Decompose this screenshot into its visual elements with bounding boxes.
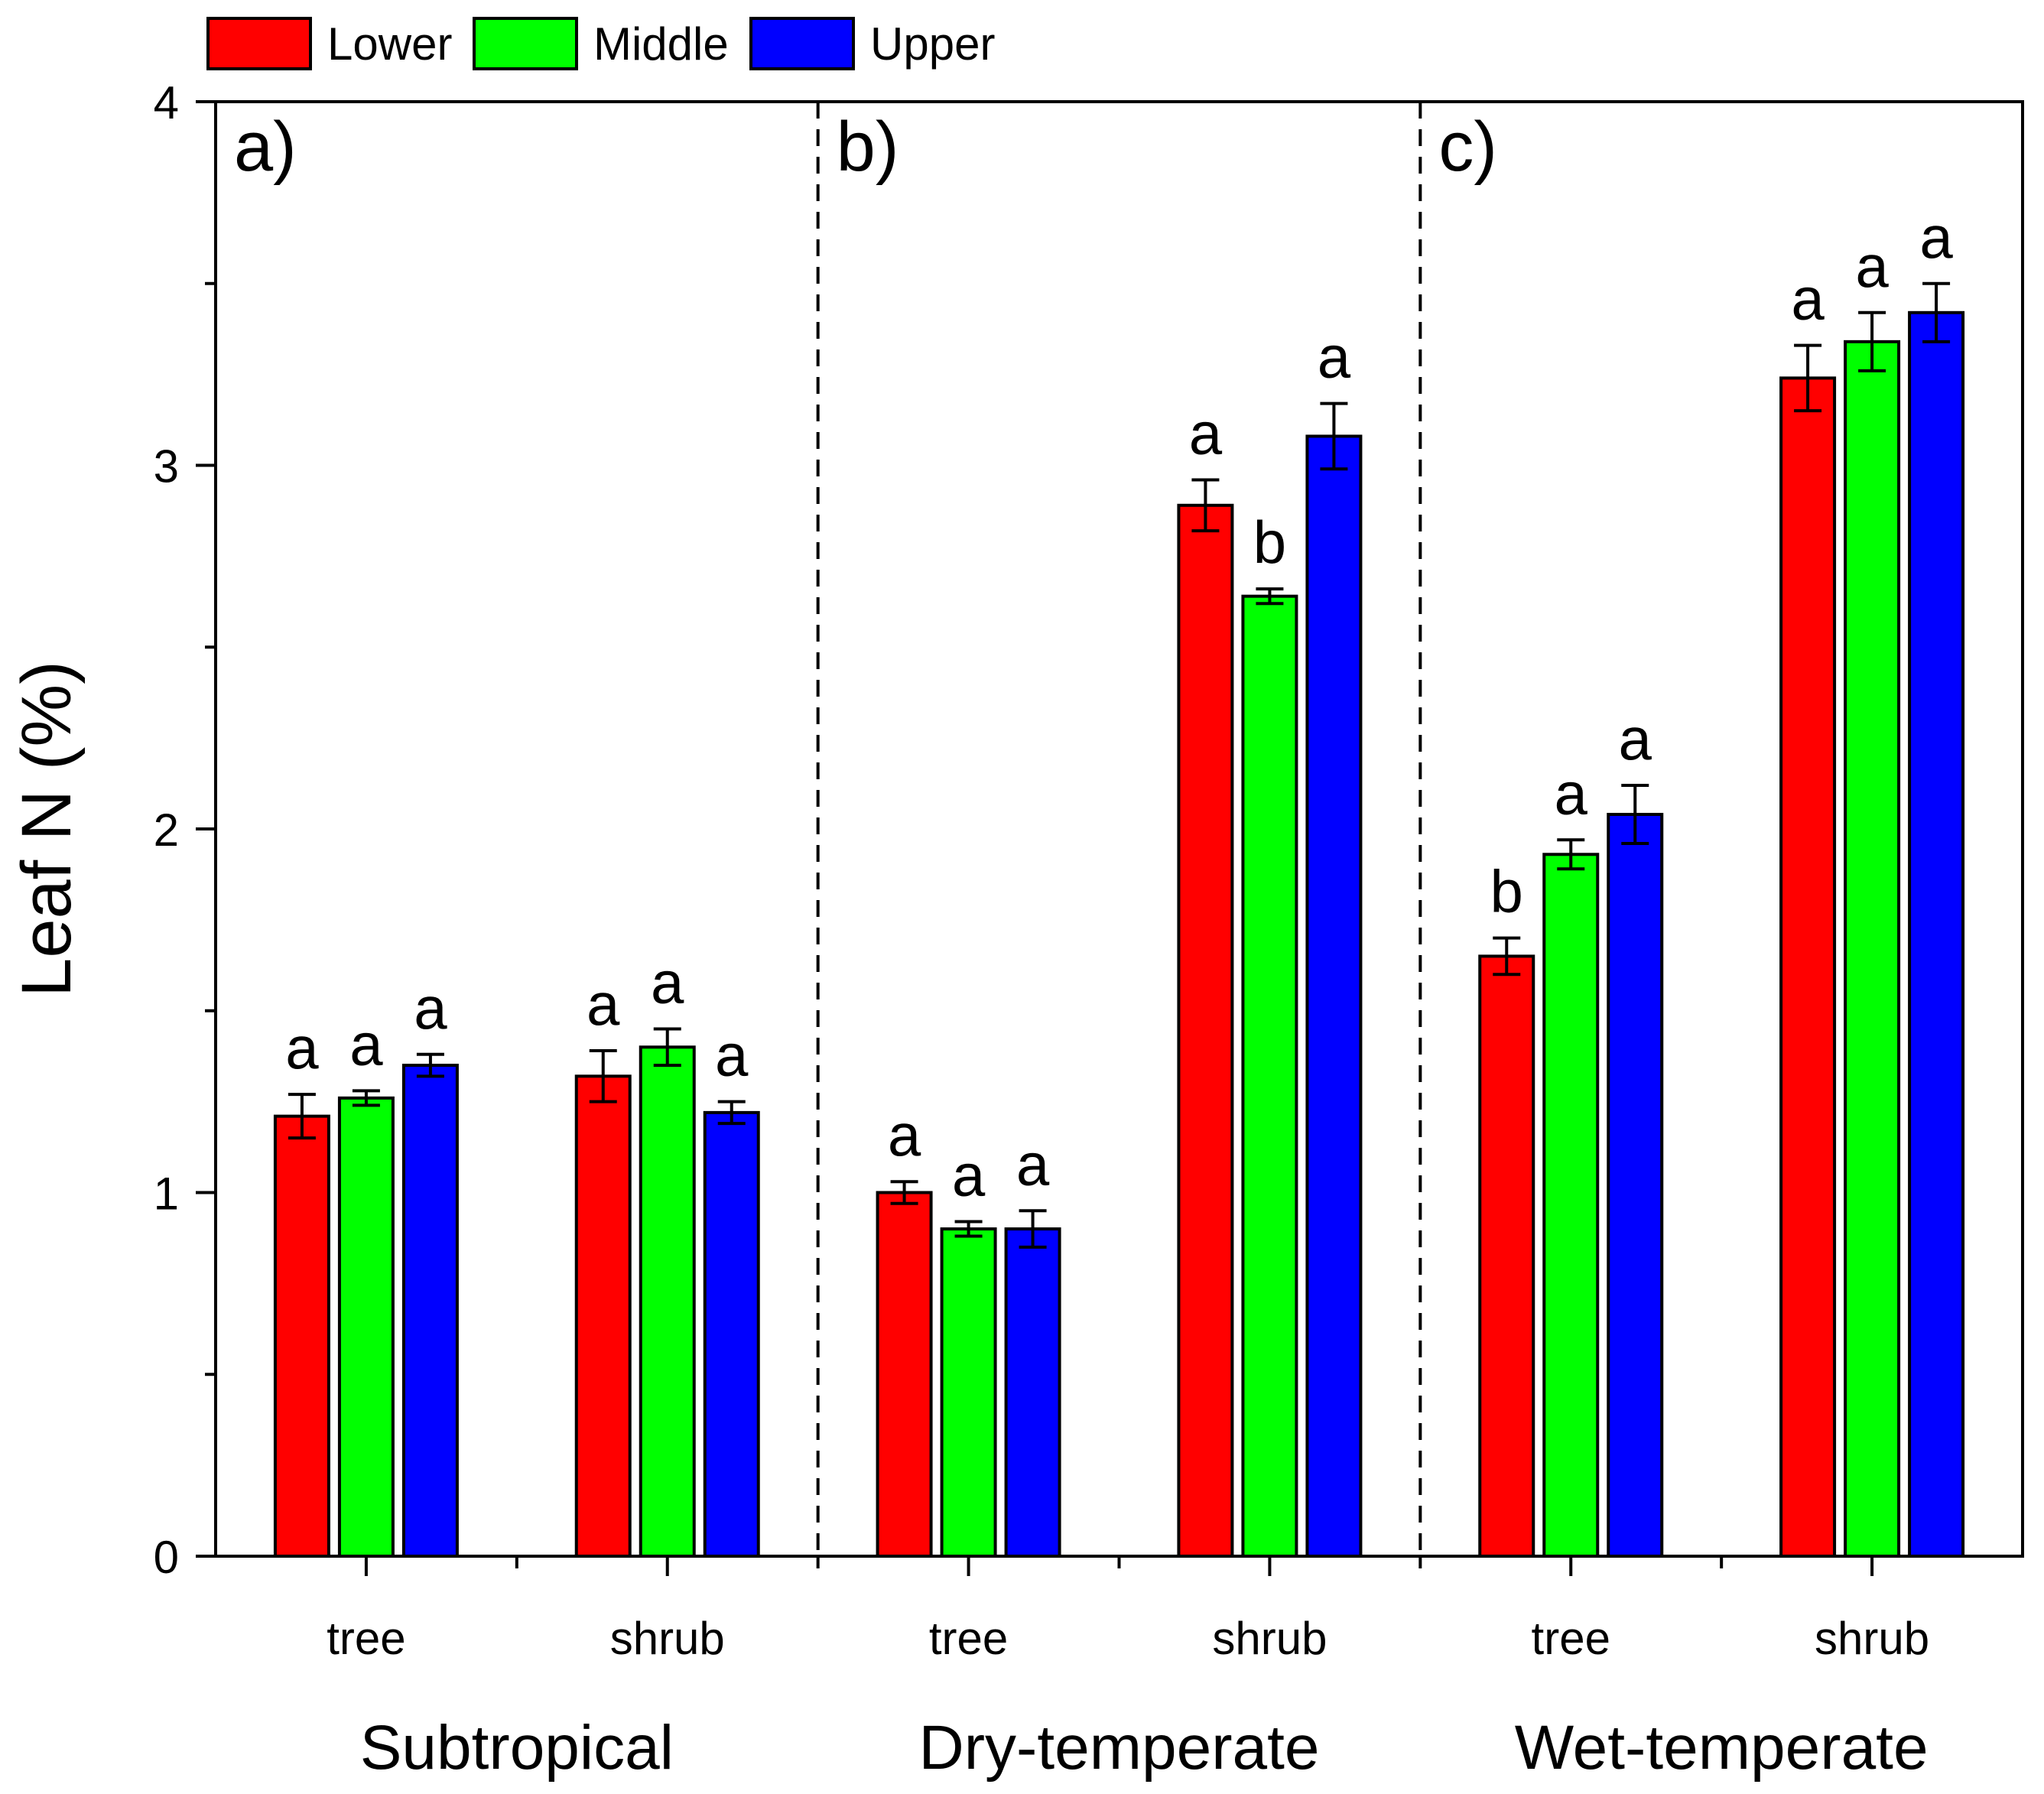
bar-lower (574, 1074, 632, 1558)
significance-letter: a (1016, 1130, 1050, 1198)
region-label: Wet-temperate (1515, 1713, 1929, 1783)
plot-frame-layer (196, 17, 2024, 1576)
bar-lower (1779, 376, 1837, 1558)
significance-letter: a (651, 949, 684, 1016)
significance-letter: a (1855, 232, 1889, 300)
panel-label: c) (1438, 108, 1497, 186)
legend-swatch-middle (473, 17, 578, 70)
bar-upper (703, 1110, 760, 1558)
x-category-label: shrub (1212, 1613, 1327, 1664)
y-tick-label: 3 (154, 441, 179, 492)
significance-letter: a (1791, 265, 1825, 333)
significance-letter: a (952, 1142, 986, 1209)
panel-label: b) (837, 108, 899, 186)
x-category-label: tree (929, 1613, 1008, 1664)
legend-label: Lower (327, 18, 452, 70)
bar-lower (1177, 503, 1234, 1558)
bar-lower (876, 1191, 933, 1558)
y-tick-label: 1 (154, 1168, 179, 1220)
significance-letter: a (1555, 759, 1588, 827)
significance-letter: a (1318, 323, 1351, 391)
significance-letter: a (414, 974, 447, 1042)
legend-swatch-upper (749, 17, 855, 70)
bar-upper (1305, 434, 1363, 1558)
x-category-label: shrub (1815, 1613, 1929, 1664)
significance-letter: a (888, 1101, 921, 1168)
bars-layer (273, 281, 1965, 1558)
significance-letter: a (715, 1022, 749, 1089)
y-axis-title: Leaf N (%) (8, 661, 86, 997)
bar-middle (940, 1227, 997, 1558)
bar-lower (1478, 954, 1535, 1558)
significance-letter: a (587, 970, 620, 1038)
x-category-label: tree (327, 1613, 405, 1664)
legend-label: Middle (593, 18, 729, 70)
bar-middle (1844, 340, 1901, 1558)
bar-upper (1607, 812, 1664, 1558)
region-label: Subtropical (360, 1713, 674, 1783)
significance-letter: b (1253, 509, 1286, 576)
region-label: Dry-temperate (918, 1713, 1319, 1783)
bar-middle (639, 1045, 696, 1558)
significance-letter: a (1919, 203, 1953, 271)
bar-upper (1908, 310, 1965, 1558)
bar-upper (1004, 1227, 1061, 1558)
panel-label: a) (234, 108, 297, 186)
bar-middle (1241, 594, 1298, 1558)
y-tick-label: 2 (154, 804, 179, 856)
x-category-label: shrub (610, 1613, 725, 1664)
bar-lower (273, 1114, 330, 1558)
significance-letter: a (1619, 705, 1652, 772)
bar-middle (337, 1096, 395, 1558)
y-tick-label: 4 (154, 77, 179, 128)
significance-letter: a (1189, 400, 1223, 467)
significance-letter: b (1490, 858, 1523, 925)
plot-frame (214, 100, 2024, 1558)
x-category-label: tree (1532, 1613, 1610, 1664)
significance-letter: a (349, 1010, 383, 1077)
bar-upper (401, 1064, 459, 1558)
y-tick-label: 0 (154, 1532, 179, 1583)
legend-label: Upper (870, 18, 995, 70)
legend-swatch-lower (206, 17, 312, 70)
significance-letter: a (285, 1014, 319, 1081)
bar-middle (1542, 853, 1600, 1558)
